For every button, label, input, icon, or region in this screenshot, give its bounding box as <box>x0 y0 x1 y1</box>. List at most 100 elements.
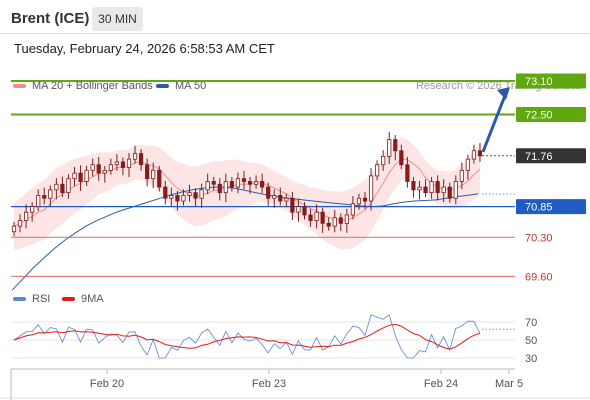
rsi-tick-label: 30 <box>525 353 537 365</box>
candle-body <box>393 139 398 152</box>
candle-body <box>332 217 337 227</box>
candle-body <box>278 195 283 202</box>
candle-body <box>326 222 331 227</box>
rsi-ma9-line <box>13 323 481 350</box>
candle-body <box>72 172 77 180</box>
candle-body <box>138 153 144 166</box>
header-divider <box>0 33 590 34</box>
candle-body <box>272 195 277 199</box>
candle-body <box>11 225 17 233</box>
candle-body <box>441 186 446 194</box>
legend-ma20: MA 20 + Bollinger Bands <box>13 80 153 92</box>
instrument-title: Brent (ICE) <box>11 10 90 27</box>
candle-body <box>344 214 349 224</box>
candle-body <box>157 169 162 188</box>
rsi-tick-label: 70 <box>525 317 537 329</box>
candle-body <box>241 178 247 182</box>
support-level-label: 70.30 <box>525 232 553 244</box>
candle-body <box>362 197 368 202</box>
candle-body <box>229 181 234 188</box>
ma50-swatch <box>156 84 169 89</box>
candle-body <box>60 183 65 194</box>
candle-body <box>477 150 483 157</box>
last-price-label-bg <box>516 148 586 164</box>
candle-body <box>471 150 477 160</box>
candle-body <box>266 186 271 199</box>
candle-body <box>459 169 464 182</box>
legend-ma20-label: MA 20 + Bollinger Bands <box>32 80 153 92</box>
candle-body <box>435 181 440 194</box>
support-level-label: 69.60 <box>525 271 553 283</box>
candle-body <box>175 195 180 202</box>
candle-body <box>114 161 119 166</box>
timestamp: Tuesday, February 24, 2026 6:58:53 AM CE… <box>14 41 275 56</box>
candle-body <box>381 155 386 166</box>
candle-body <box>405 164 410 182</box>
candle-body <box>399 150 404 166</box>
ma50-line <box>11 186 479 291</box>
forecast-arrow-head <box>497 86 510 100</box>
candle-body <box>145 164 150 180</box>
candle-body <box>320 211 325 224</box>
ma9-swatch <box>62 297 75 302</box>
pivot-level-label-bg <box>516 199 586 215</box>
candle-body <box>132 153 138 160</box>
candle-body <box>429 181 434 194</box>
candle-body <box>314 211 319 221</box>
candle-body <box>217 183 222 194</box>
legend-rsi-label: RSI <box>32 293 51 305</box>
candle-body <box>211 181 216 185</box>
candle-body <box>387 139 392 157</box>
last-price-label: 71.76 <box>525 151 553 163</box>
candle-body <box>126 158 132 168</box>
candle-body <box>102 169 107 174</box>
legend-ma50: MA 50 <box>156 80 206 92</box>
forecast-arrow-shaft <box>481 92 508 153</box>
candle-body <box>42 195 47 199</box>
candle-body <box>223 181 228 194</box>
candle-body <box>54 183 59 191</box>
candle-body <box>338 217 343 224</box>
rsi-line <box>13 314 481 359</box>
timeframe-button[interactable]: 30 MIN <box>92 7 143 31</box>
x-tick-label: Feb 20 <box>90 378 124 390</box>
candle-body <box>284 197 289 202</box>
candle-body <box>193 192 198 199</box>
legend-9ma-label: 9MA <box>81 293 104 305</box>
candle-body <box>187 192 192 196</box>
legend-9ma: 9MA <box>62 293 104 305</box>
candle-body <box>36 195 41 208</box>
candle-body <box>368 175 374 202</box>
rsi-tick-label: 50 <box>525 335 537 347</box>
candle-body <box>290 197 295 213</box>
candle-body <box>84 169 89 182</box>
target-level-label-bg <box>516 73 586 89</box>
candle-body <box>66 178 71 194</box>
candle-body <box>78 172 83 182</box>
candle-body <box>411 181 416 191</box>
candle-body <box>296 206 301 213</box>
candle-body <box>90 164 95 171</box>
candle-body <box>48 189 53 199</box>
rsi-swatch <box>13 297 26 302</box>
bollinger-band <box>14 137 480 250</box>
target-level-label-bg <box>516 106 586 122</box>
candle-body <box>417 186 422 191</box>
candle-body <box>199 189 204 199</box>
candle-body <box>235 178 241 188</box>
candle-body <box>423 186 428 194</box>
candle-body <box>375 164 380 177</box>
candle-body <box>96 164 101 174</box>
candle-body <box>453 181 458 199</box>
x-tick-label: Feb 24 <box>424 378 458 390</box>
candle-body <box>24 211 29 221</box>
candle-body <box>302 206 307 216</box>
candle-body <box>260 181 265 188</box>
x-tick-label: Feb 23 <box>252 378 286 390</box>
candle-body <box>17 220 23 227</box>
candle-body <box>30 206 35 213</box>
target-level-label: 72.50 <box>525 109 553 121</box>
candle-body <box>120 161 126 168</box>
ma20-swatch <box>13 84 26 89</box>
